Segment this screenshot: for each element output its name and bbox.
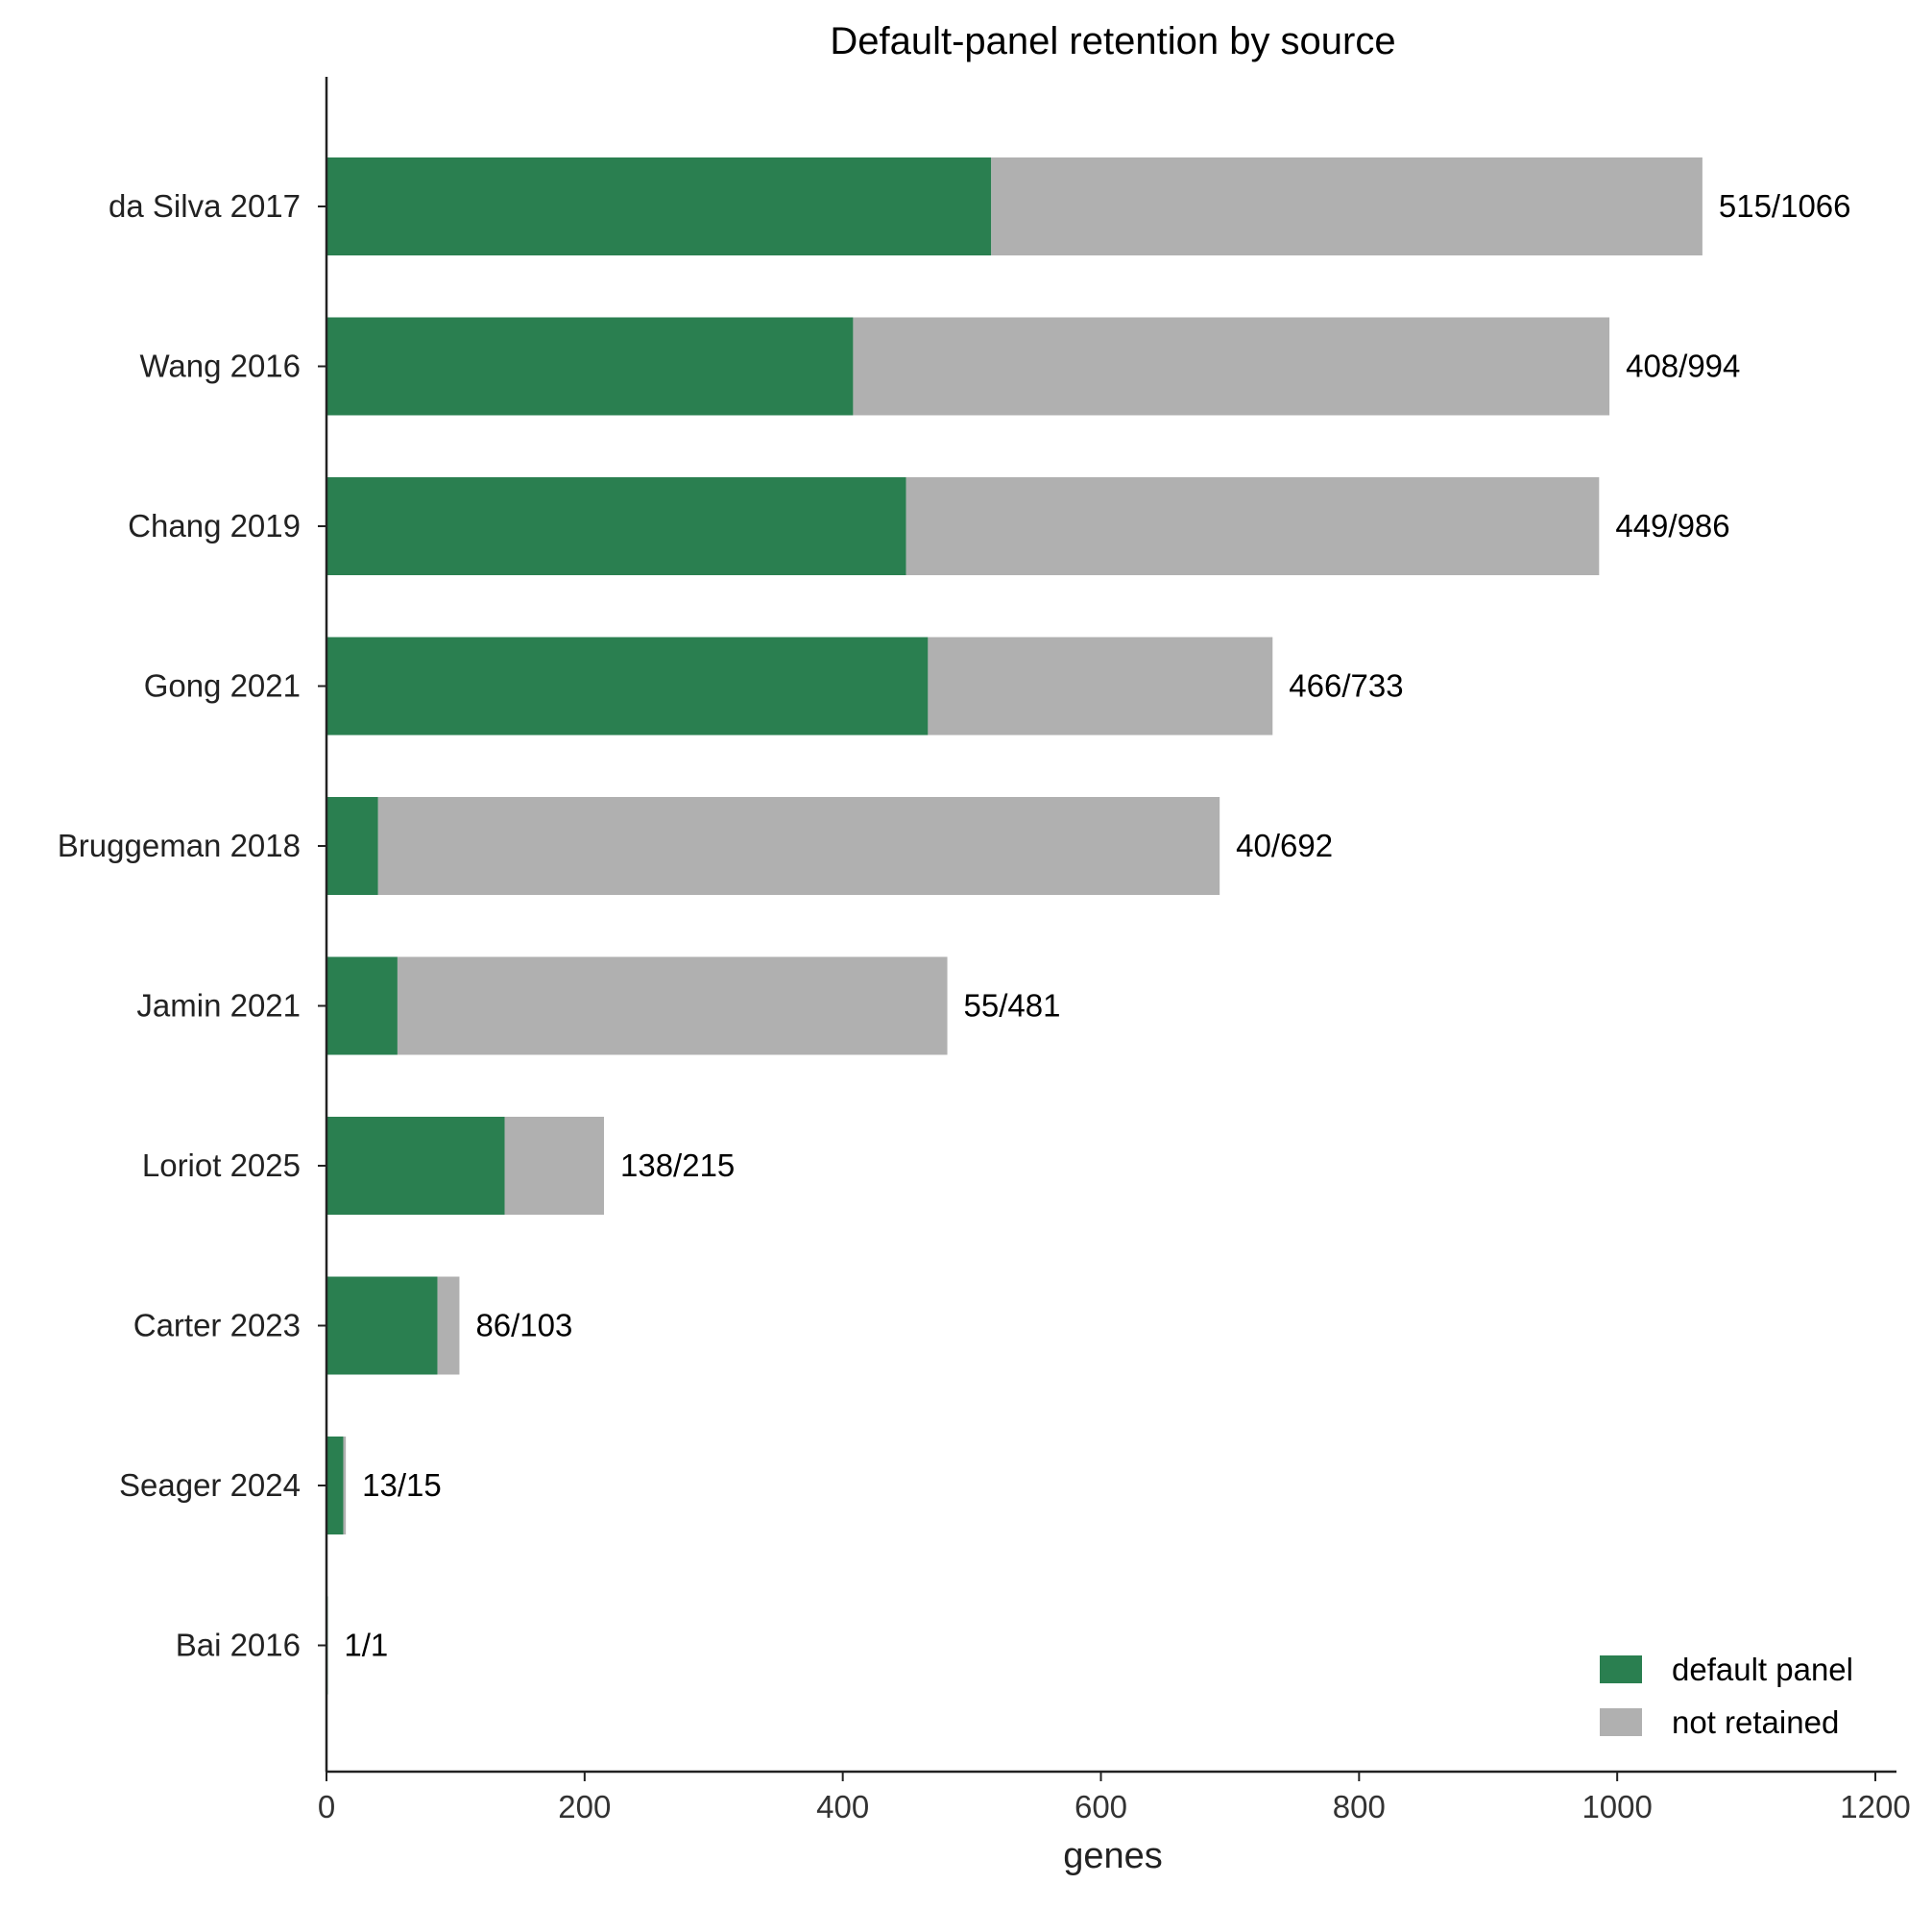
y-tick-label: Loriot 2025: [142, 1147, 301, 1183]
data-label: 1/1: [344, 1628, 388, 1663]
bar-default-panel: [326, 317, 854, 416]
bar-default-panel: [326, 797, 378, 895]
bar-not-retained: [928, 637, 1273, 736]
bar-not-retained: [853, 317, 1610, 416]
bar-default-panel: [326, 1437, 344, 1534]
data-label: 13/15: [362, 1467, 442, 1503]
bar-default-panel: [326, 1117, 505, 1215]
bar-not-retained: [991, 157, 1703, 255]
bar-not-retained: [397, 956, 948, 1055]
bar-not-retained: [504, 1117, 604, 1215]
y-tick-label: Jamin 2021: [136, 988, 301, 1024]
x-tick-label: 1200: [1840, 1789, 1910, 1824]
x-tick-label: 1000: [1582, 1789, 1652, 1824]
data-label: 86/103: [475, 1308, 572, 1343]
bar-default-panel: [326, 1276, 438, 1375]
bar-default-panel: [326, 637, 929, 736]
bar-not-retained: [906, 477, 1600, 575]
legend-swatch: [1600, 1655, 1642, 1683]
x-tick-label: 600: [1075, 1789, 1127, 1824]
y-tick-label: Wang 2016: [139, 349, 301, 384]
legend-label: not retained: [1672, 1704, 1839, 1740]
data-label: 55/481: [964, 988, 1061, 1024]
bar-not-retained: [343, 1437, 347, 1534]
plot-area: 515/1066 da Silva 2017 408/994 Wang 2016 449…: [58, 77, 1911, 1824]
y-tick-label: Carter 2023: [133, 1308, 301, 1343]
x-tick-label: 200: [558, 1789, 611, 1824]
data-label: 449/986: [1615, 508, 1729, 543]
data-label: 408/994: [1626, 349, 1740, 384]
data-label: 40/692: [1236, 828, 1333, 863]
data-label: 138/215: [620, 1147, 735, 1183]
data-label: 466/733: [1289, 668, 1403, 704]
legend-label: default panel: [1672, 1652, 1853, 1687]
y-tick-label: da Silva 2017: [109, 188, 301, 224]
y-tick-label: Chang 2019: [128, 508, 301, 543]
x-axis-label: genes: [1063, 1836, 1163, 1876]
y-tick-label: Seager 2024: [119, 1467, 301, 1503]
bar-default-panel: [326, 477, 906, 575]
y-tick-label: Bruggeman 2018: [58, 828, 301, 863]
y-tick-label: Gong 2021: [144, 668, 301, 704]
legend-swatch: [1600, 1708, 1642, 1736]
data-label: 515/1066: [1719, 188, 1851, 224]
bar-default-panel: [326, 956, 398, 1055]
x-tick-label: 400: [816, 1789, 869, 1824]
legend: default panel not retained: [1600, 1652, 1853, 1740]
x-tick-label: 0: [318, 1789, 335, 1824]
chart-title: Default-panel retention by source: [830, 20, 1395, 62]
y-tick-label: Bai 2016: [176, 1628, 301, 1663]
bar-not-retained: [377, 797, 1220, 895]
bar-not-retained: [437, 1276, 460, 1375]
bar-default-panel: [326, 157, 992, 255]
x-tick-label: 800: [1333, 1789, 1386, 1824]
